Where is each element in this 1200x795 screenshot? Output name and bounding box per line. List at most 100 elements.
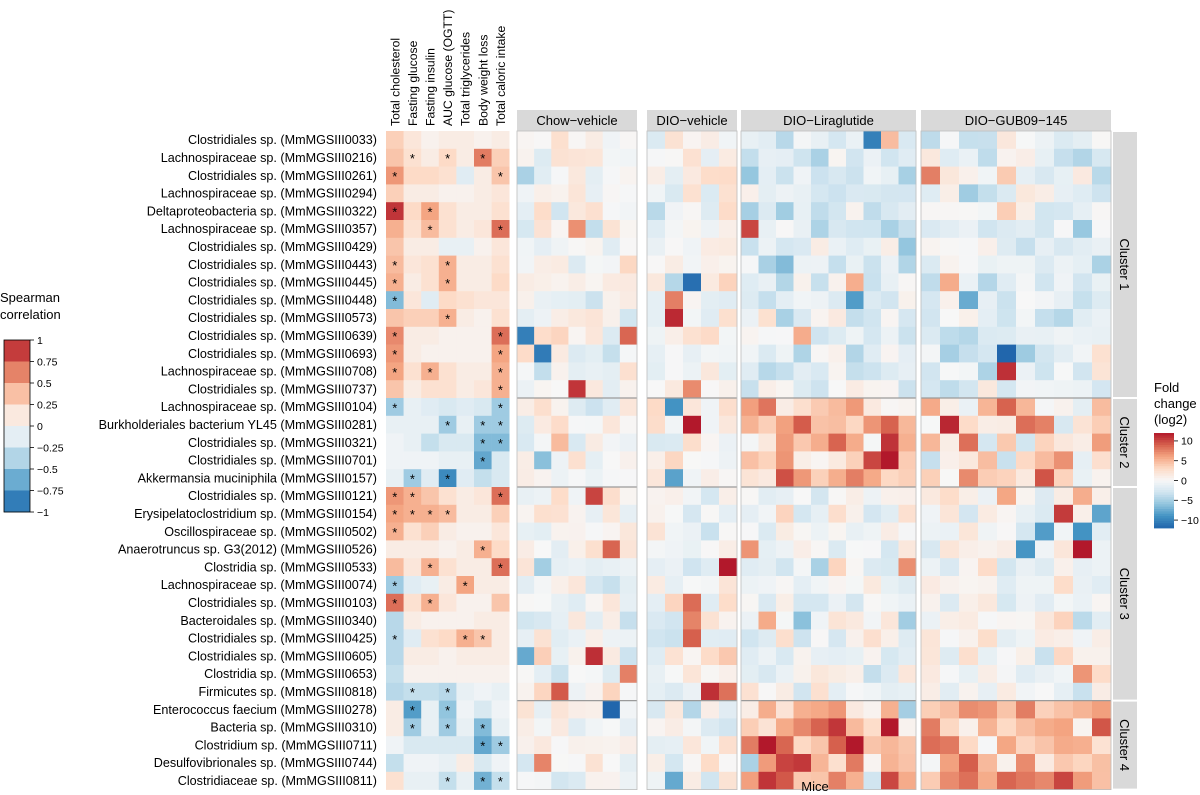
fold-change-cell	[793, 647, 812, 666]
correlation-cell	[456, 611, 475, 630]
fold-change-cell	[898, 326, 917, 345]
fold-change-cell	[959, 754, 979, 773]
fold-change-cell	[647, 540, 666, 559]
fold-change-cell	[1092, 540, 1112, 559]
fold-change-cell	[568, 309, 586, 328]
fold-change-cell	[647, 451, 666, 470]
fold-change-cell	[940, 326, 960, 345]
fold-change-cell	[898, 273, 917, 292]
fold-change-cell	[863, 362, 882, 381]
fold-change-cell	[619, 576, 638, 595]
fold-change-cell	[881, 771, 899, 790]
significance-marker: *	[480, 151, 485, 166]
correlation-cell	[403, 451, 422, 470]
significance-marker: *	[445, 721, 450, 736]
fold-change-cell	[863, 326, 882, 345]
fold-change-cell	[741, 736, 759, 755]
correlation-legend: Spearmancorrelation10.750.50.250−0.25−0.…	[0, 290, 64, 519]
fold-change-cell	[776, 255, 794, 274]
fold-change-cell	[551, 131, 569, 150]
correlation-cell	[474, 522, 492, 541]
fold-change-cell	[665, 647, 684, 666]
fold-change-cell	[665, 736, 684, 755]
correlation-cell	[491, 309, 510, 328]
fold-change-cell	[959, 237, 979, 256]
fold-change-cell	[585, 593, 604, 612]
fold-change-cell	[997, 415, 1017, 434]
fold-change-cell	[568, 398, 586, 417]
fold-change-cell	[741, 184, 759, 203]
fold-change-cell	[997, 131, 1017, 150]
legend-tick-label: −10	[1181, 515, 1199, 527]
row-label: Clostridiales sp. (MmMGSIII0321)	[188, 436, 377, 450]
fold-change-cell	[828, 380, 847, 399]
fold-change-cell	[701, 184, 720, 203]
legend-gradient-step	[1154, 463, 1174, 467]
row-label: Desulfovibrionales sp. (MmMGSIII0744)	[154, 756, 377, 770]
fold-change-cell	[665, 754, 684, 773]
fold-change-cell	[665, 380, 684, 399]
legend-gradient-step	[1154, 499, 1174, 503]
fold-change-cell	[978, 576, 998, 595]
fold-change-cell	[585, 202, 604, 221]
fold-change-cell	[568, 736, 586, 755]
correlation-cell	[456, 576, 475, 595]
fold-change-cell	[959, 522, 979, 541]
fold-change-cell	[863, 398, 882, 417]
fold-change-cell	[828, 166, 847, 185]
fold-change-cell	[863, 558, 882, 577]
fold-change-cell	[1016, 647, 1036, 666]
fold-change-cell	[719, 504, 738, 523]
fold-change-cell	[1073, 184, 1093, 203]
fold-change-cell	[619, 131, 638, 150]
fold-change-cell	[1073, 576, 1093, 595]
row-label: Clostridiales sp. (MmMGSIII0121)	[188, 489, 377, 503]
fold-change-cell	[1035, 718, 1055, 737]
fold-change-cell	[534, 504, 552, 523]
fold-change-cell	[1073, 682, 1093, 701]
fold-change-cell	[811, 184, 829, 203]
fold-change-cell	[551, 718, 569, 737]
correlation-cell	[456, 433, 475, 452]
fold-change-cell	[959, 202, 979, 221]
fold-change-cell	[978, 433, 998, 452]
fold-change-cell	[828, 647, 847, 666]
correlation-cell	[491, 202, 510, 221]
correlation-cell	[474, 291, 492, 310]
fold-change-cell	[534, 344, 552, 363]
fold-change-cell	[758, 682, 777, 701]
fold-change-cell	[619, 362, 638, 381]
fold-change-cell	[647, 326, 666, 345]
correlation-cell	[474, 309, 492, 328]
fold-change-cell	[863, 469, 882, 488]
fold-change-cell	[997, 326, 1017, 345]
fold-change-cell	[959, 220, 979, 239]
fold-change-cell	[881, 451, 899, 470]
fold-change-cell	[534, 487, 552, 506]
fold-change-cell	[602, 665, 621, 684]
correlation-cell	[456, 718, 475, 737]
fold-change-cell	[1035, 522, 1055, 541]
correlation-cell	[456, 220, 475, 239]
fold-change-cell	[683, 255, 702, 274]
legend-gradient-step	[1154, 437, 1174, 441]
significance-marker: *	[410, 703, 415, 718]
fold-change-cell	[719, 433, 738, 452]
correlation-cell	[438, 148, 457, 167]
fold-change-cell	[959, 344, 979, 363]
fold-change-cell	[741, 469, 759, 488]
correlation-cell	[474, 469, 492, 488]
fold-change-cell	[811, 380, 829, 399]
fold-change-cell	[898, 237, 917, 256]
fold-change-cell	[517, 540, 535, 559]
fold-change-cell	[863, 433, 882, 452]
fold-change-cell	[959, 166, 979, 185]
fold-change-cell	[846, 611, 864, 630]
fold-change-cell	[602, 754, 621, 773]
fold-change-cell	[741, 487, 759, 506]
significance-marker: *	[445, 258, 450, 273]
fold-change-cell	[701, 469, 720, 488]
fold-change-cell	[585, 629, 604, 648]
fold-change-cell	[863, 148, 882, 167]
significance-marker: *	[392, 365, 397, 380]
